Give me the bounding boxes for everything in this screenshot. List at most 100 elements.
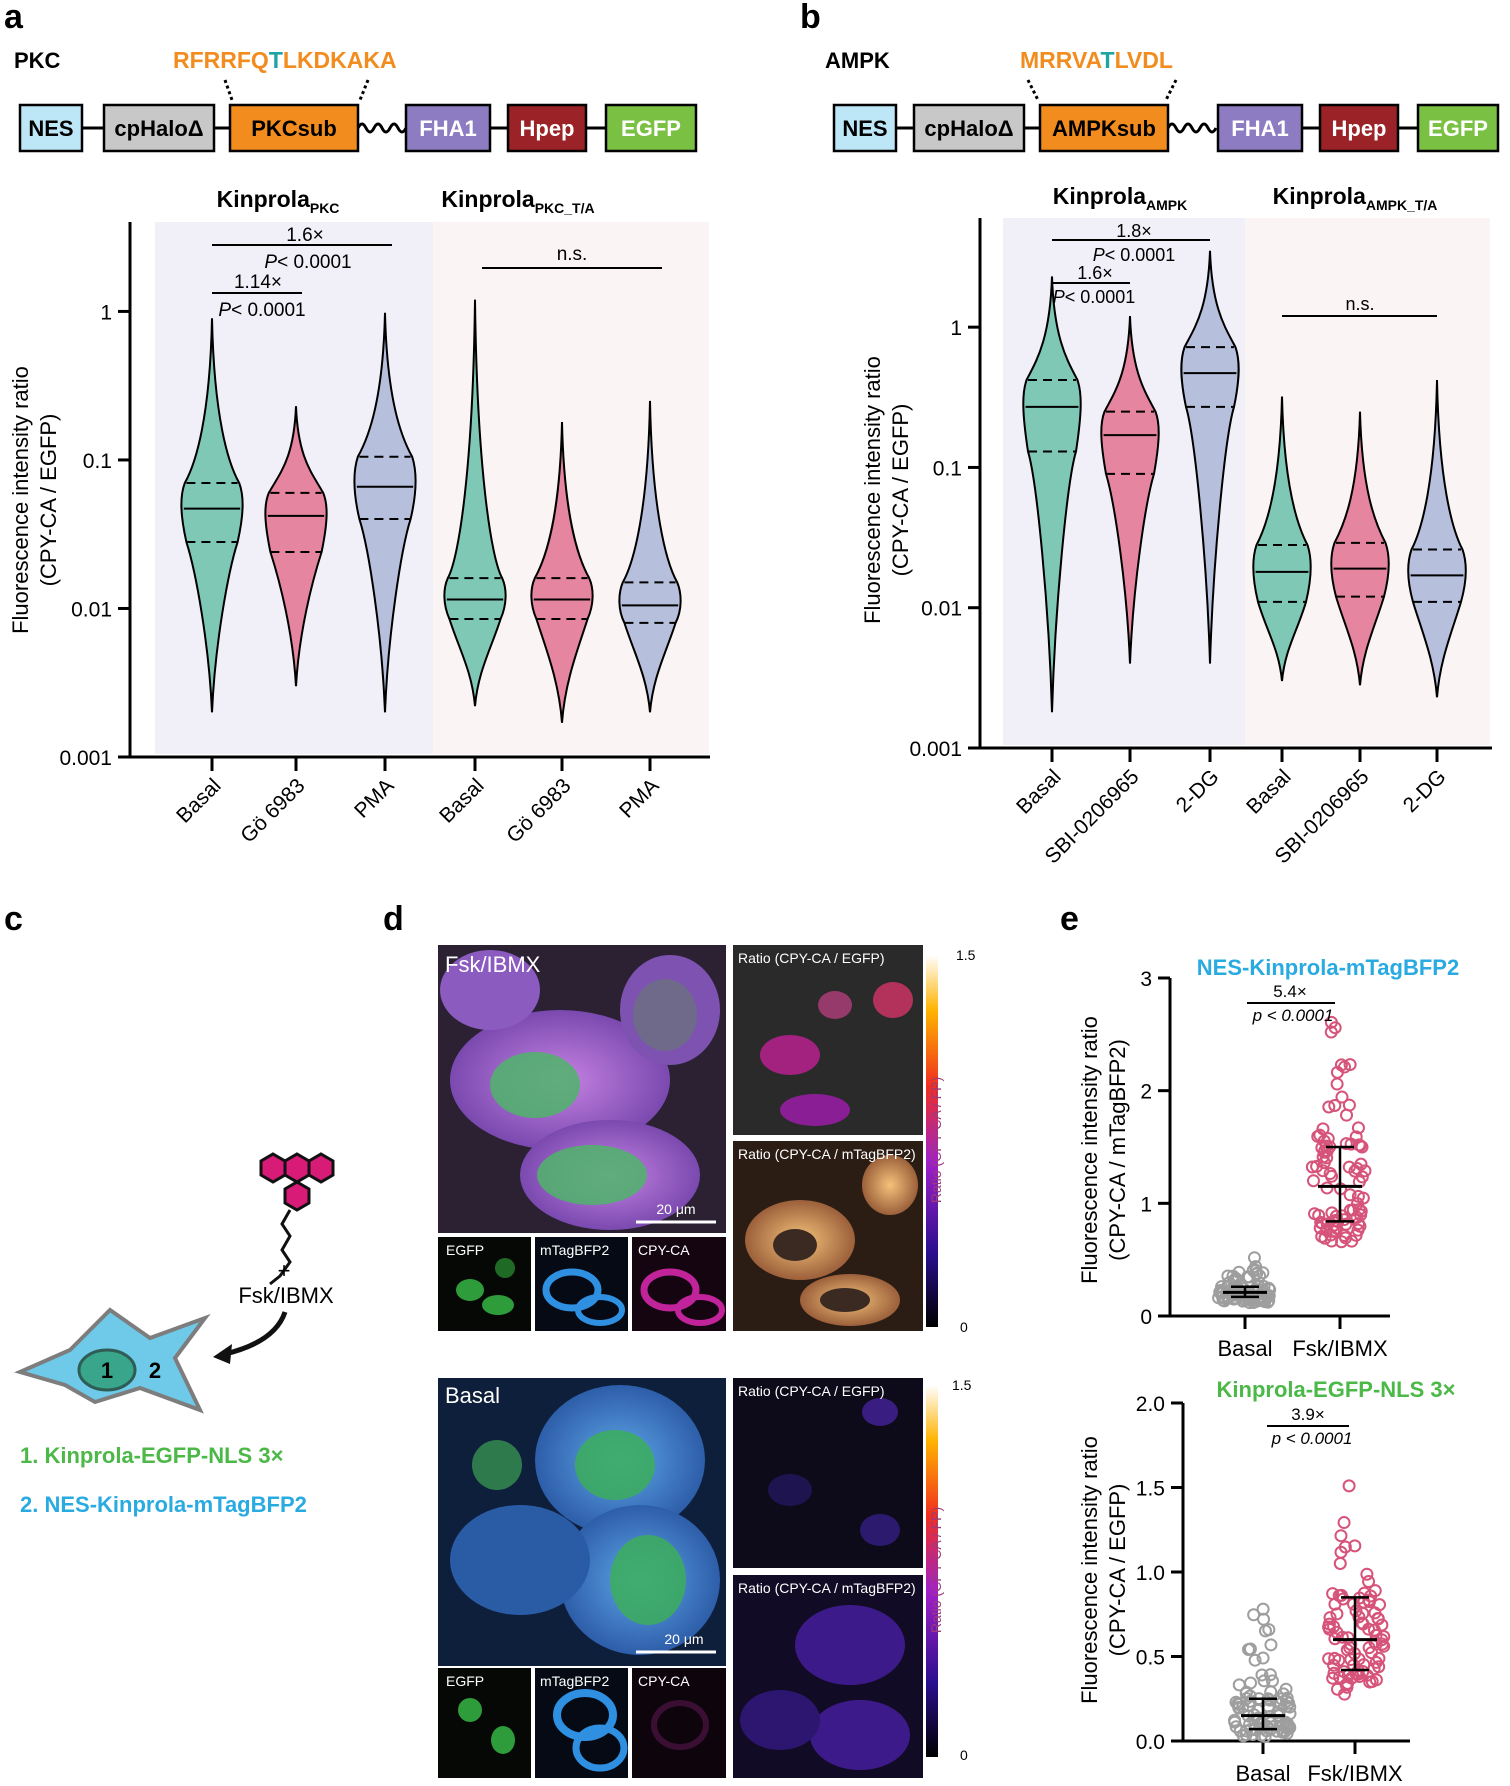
construct-b: AMPK MRRVATLVDL NES cpHaloΔ AMPKsub FHA1…: [825, 47, 1500, 153]
et-point: [1212, 1291, 1226, 1305]
a-xtick-label-4: Gö 6983: [502, 774, 575, 847]
et-ytick-label-0: 3: [1140, 968, 1152, 991]
compartment-1-label: 1: [101, 1358, 113, 1383]
chart-e-top-title: NES-Kinprola-mTagBFP2: [1197, 955, 1459, 980]
seq-b-connector-left: [1026, 79, 1040, 101]
top-ratio-bfp-nuc-2: [820, 1288, 870, 1312]
cell-nucleus: [77, 1348, 137, 1392]
chart-e-bottom-ylabel-2: (CPY-CA / EGFP): [1105, 1484, 1130, 1657]
chart-b-stat1-p-value: < 0.0001: [1105, 245, 1176, 265]
img-bottom-ratio-bfp-label: Ratio (CPY-CA / mTagBFP2): [738, 1580, 916, 1596]
chart-b-ylabel-2: (CPY-CA / EGFP): [888, 404, 913, 577]
eb-point: [1322, 1617, 1336, 1631]
b-violin-0: [1022, 276, 1082, 713]
eb-point: [1344, 1653, 1358, 1667]
img-top-condition: Fsk/IBMX: [445, 952, 541, 977]
bottom-cpy-cell-1: [651, 1700, 709, 1750]
eb-point: [1281, 1717, 1295, 1731]
block-b-hpep-label: Hpep: [1332, 116, 1387, 141]
eb-point: [1360, 1567, 1374, 1581]
eb-point: [1256, 1602, 1270, 1616]
chart-a-stat1-p-value: < 0.0001: [277, 252, 352, 273]
bottom-egfp-nuc-2: [491, 1726, 515, 1754]
block-a-cphalo: [102, 103, 216, 153]
block-a-nes-label: NES: [28, 116, 73, 141]
schematic-c: + Fsk/IBMX 1 2 1. Kinprola-EGFP-NLS 3× 2…: [14, 1152, 335, 1517]
eb-point: [1327, 1666, 1341, 1680]
top-egfp-nuc-1: [456, 1279, 484, 1301]
chart-b-group2-main: Kinprola: [1273, 183, 1366, 209]
chart-a-stat2-p: P< 0.0001: [218, 300, 305, 321]
a-xtick-label-5: PMA: [615, 774, 663, 822]
top-cpy-cell-1: [640, 1268, 700, 1312]
et-point: [1339, 1137, 1353, 1151]
img-bottom-scalebar-label: 20 μm: [664, 1631, 703, 1647]
seq-a-connector-right: [358, 79, 370, 101]
et-point: [1323, 1167, 1337, 1181]
et-point: [1358, 1164, 1372, 1178]
top-egfp-nuc-2: [482, 1295, 514, 1315]
top-bfp-cell-1: [542, 1268, 602, 1312]
a-xtick-label-2: PMA: [350, 774, 398, 822]
colorbar-bottom-min: 0: [960, 1747, 968, 1763]
et-point: [1329, 1224, 1343, 1238]
seq-a-site: T: [269, 47, 283, 73]
block-a-egfp: [604, 103, 698, 153]
bottom-egfp-nuc-1: [458, 1698, 482, 1722]
eb-ytick-label-2: 1.0: [1136, 1562, 1165, 1585]
eb-point: [1356, 1606, 1370, 1620]
et-point: [1247, 1251, 1261, 1265]
eb-point: [1228, 1713, 1242, 1727]
eb-point: [1256, 1651, 1270, 1665]
b-violin-5: [1407, 379, 1467, 698]
eb-point: [1243, 1689, 1257, 1703]
et-point: [1322, 1100, 1336, 1114]
top-ratio-nuc-4: [818, 991, 852, 1019]
seq-b-after: LVDL: [1115, 47, 1173, 73]
et-ytick-label-3: 0: [1140, 1306, 1152, 1329]
b-xtick-label-3: Basal: [1242, 765, 1295, 818]
legend-item-2: 2. NES-Kinprola-mTagBFP2: [20, 1492, 307, 1517]
top-cpy-cell-2: [675, 1294, 725, 1326]
block-a-cphalo-label: cpHaloΔ: [114, 116, 203, 141]
eb-point: [1281, 1722, 1295, 1736]
img-bottom-egfp: [438, 1668, 531, 1778]
img-top-scalebar-label: 20 μm: [656, 1201, 695, 1217]
chart-b-yticks: 1 0.1 0.01 0.001: [909, 317, 980, 761]
linker-a-spring: [356, 122, 408, 134]
block-b-nes-label: NES: [842, 116, 887, 141]
seq-b-before: MRRVA: [1020, 47, 1102, 73]
arrow-head: [213, 1344, 232, 1364]
colorbar-top-max: 1.5: [956, 947, 976, 963]
panel-label-e: e: [1060, 900, 1079, 938]
eb-point: [1368, 1584, 1382, 1598]
chart-a-stat1-fold: 1.6×: [286, 225, 324, 246]
top-nucleus-3: [633, 979, 697, 1051]
block-b-ampksub: [1038, 103, 1170, 153]
b-ytick-label-2: 0.01: [921, 598, 962, 621]
chart-a-group2-title: KinprolaPKC_T/A: [441, 186, 594, 216]
seq-b-site: T: [1101, 47, 1115, 73]
eb-point: [1334, 1588, 1348, 1602]
panel-label-a: a: [4, 0, 24, 36]
a-ytick-label-2: 0.01: [71, 598, 112, 621]
et-point: [1343, 1188, 1357, 1202]
eb-point: [1342, 1479, 1356, 1493]
eb-point: [1278, 1725, 1292, 1739]
eb-point: [1330, 1625, 1344, 1639]
eb-ytick-label-4: 0.0: [1136, 1731, 1165, 1754]
eb-point: [1242, 1699, 1256, 1713]
chart-a-group1-title: KinprolaPKC: [217, 186, 340, 216]
eb-point: [1362, 1575, 1376, 1589]
b-violin-3: [1252, 396, 1312, 682]
et-point: [1306, 1174, 1320, 1188]
legend-item-1: 1. Kinprola-EGFP-NLS 3×: [20, 1443, 283, 1468]
img-bottom-egfp-label: EGFP: [446, 1673, 484, 1689]
b-ytick-label-0: 1: [950, 317, 962, 340]
chart-e-top-p: p < 0.0001: [1252, 1006, 1334, 1025]
chart-a-stat2-p-value: < 0.0001: [231, 300, 306, 321]
block-b-cphalo: [912, 103, 1026, 153]
compound-structure: [259, 1152, 335, 1212]
chart-b-group2-title: KinprolaAMPK_T/A: [1273, 183, 1438, 213]
et-point: [1345, 1234, 1359, 1248]
